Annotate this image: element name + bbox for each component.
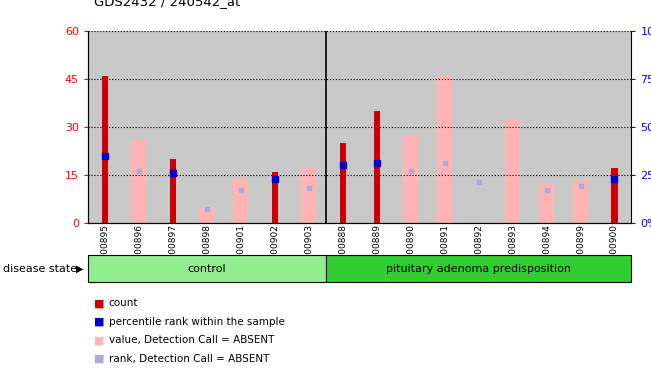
Point [133,168,144,174]
Point [406,168,416,174]
Bar [359,31,394,223]
Bar [428,31,462,223]
Point [303,185,314,191]
Text: ■: ■ [94,354,105,364]
Text: value, Detection Call = ABSENT: value, Detection Call = ABSENT [109,335,274,345]
Point [473,179,484,185]
Bar [271,172,278,223]
Point [236,187,246,193]
Text: pituitary adenoma predisposition: pituitary adenoma predisposition [386,264,571,274]
Bar [462,31,495,223]
Bar [529,31,564,223]
Point [202,206,212,212]
Point [337,162,348,168]
Bar [505,120,520,223]
Bar [199,207,214,223]
Bar [292,31,326,223]
Bar [539,184,554,223]
Text: ■: ■ [94,298,105,308]
Bar [132,139,146,223]
Point [167,170,178,176]
Bar [374,111,380,223]
Bar [258,31,292,223]
Bar [224,31,258,223]
Bar [102,76,108,223]
Text: ■: ■ [94,335,105,345]
Bar [326,255,631,282]
Text: disease state: disease state [3,264,77,274]
Bar [122,31,156,223]
Text: ▶: ▶ [76,264,83,274]
Bar [88,255,326,282]
Point [439,160,450,166]
Bar [598,31,631,223]
Bar [564,31,598,223]
Bar [88,31,122,223]
Text: rank, Detection Call = ABSENT: rank, Detection Call = ABSENT [109,354,269,364]
Bar [394,31,428,223]
Bar [326,31,359,223]
Bar [611,168,618,223]
Bar [495,31,529,223]
Text: count: count [109,298,138,308]
Point [100,152,110,159]
Bar [190,31,224,223]
Point [372,160,382,166]
Bar [340,143,346,223]
Bar [301,168,316,223]
Point [270,175,280,182]
Bar [170,159,176,223]
Bar [233,178,249,223]
Point [542,187,552,193]
Text: percentile rank within the sample: percentile rank within the sample [109,317,284,327]
Point [575,183,586,189]
Text: GDS2432 / 240542_at: GDS2432 / 240542_at [94,0,241,8]
Bar [573,181,588,223]
Bar [156,31,190,223]
Bar [403,136,419,223]
Text: ■: ■ [94,317,105,327]
Bar [437,76,452,223]
Text: control: control [187,264,226,274]
Point [609,175,620,182]
